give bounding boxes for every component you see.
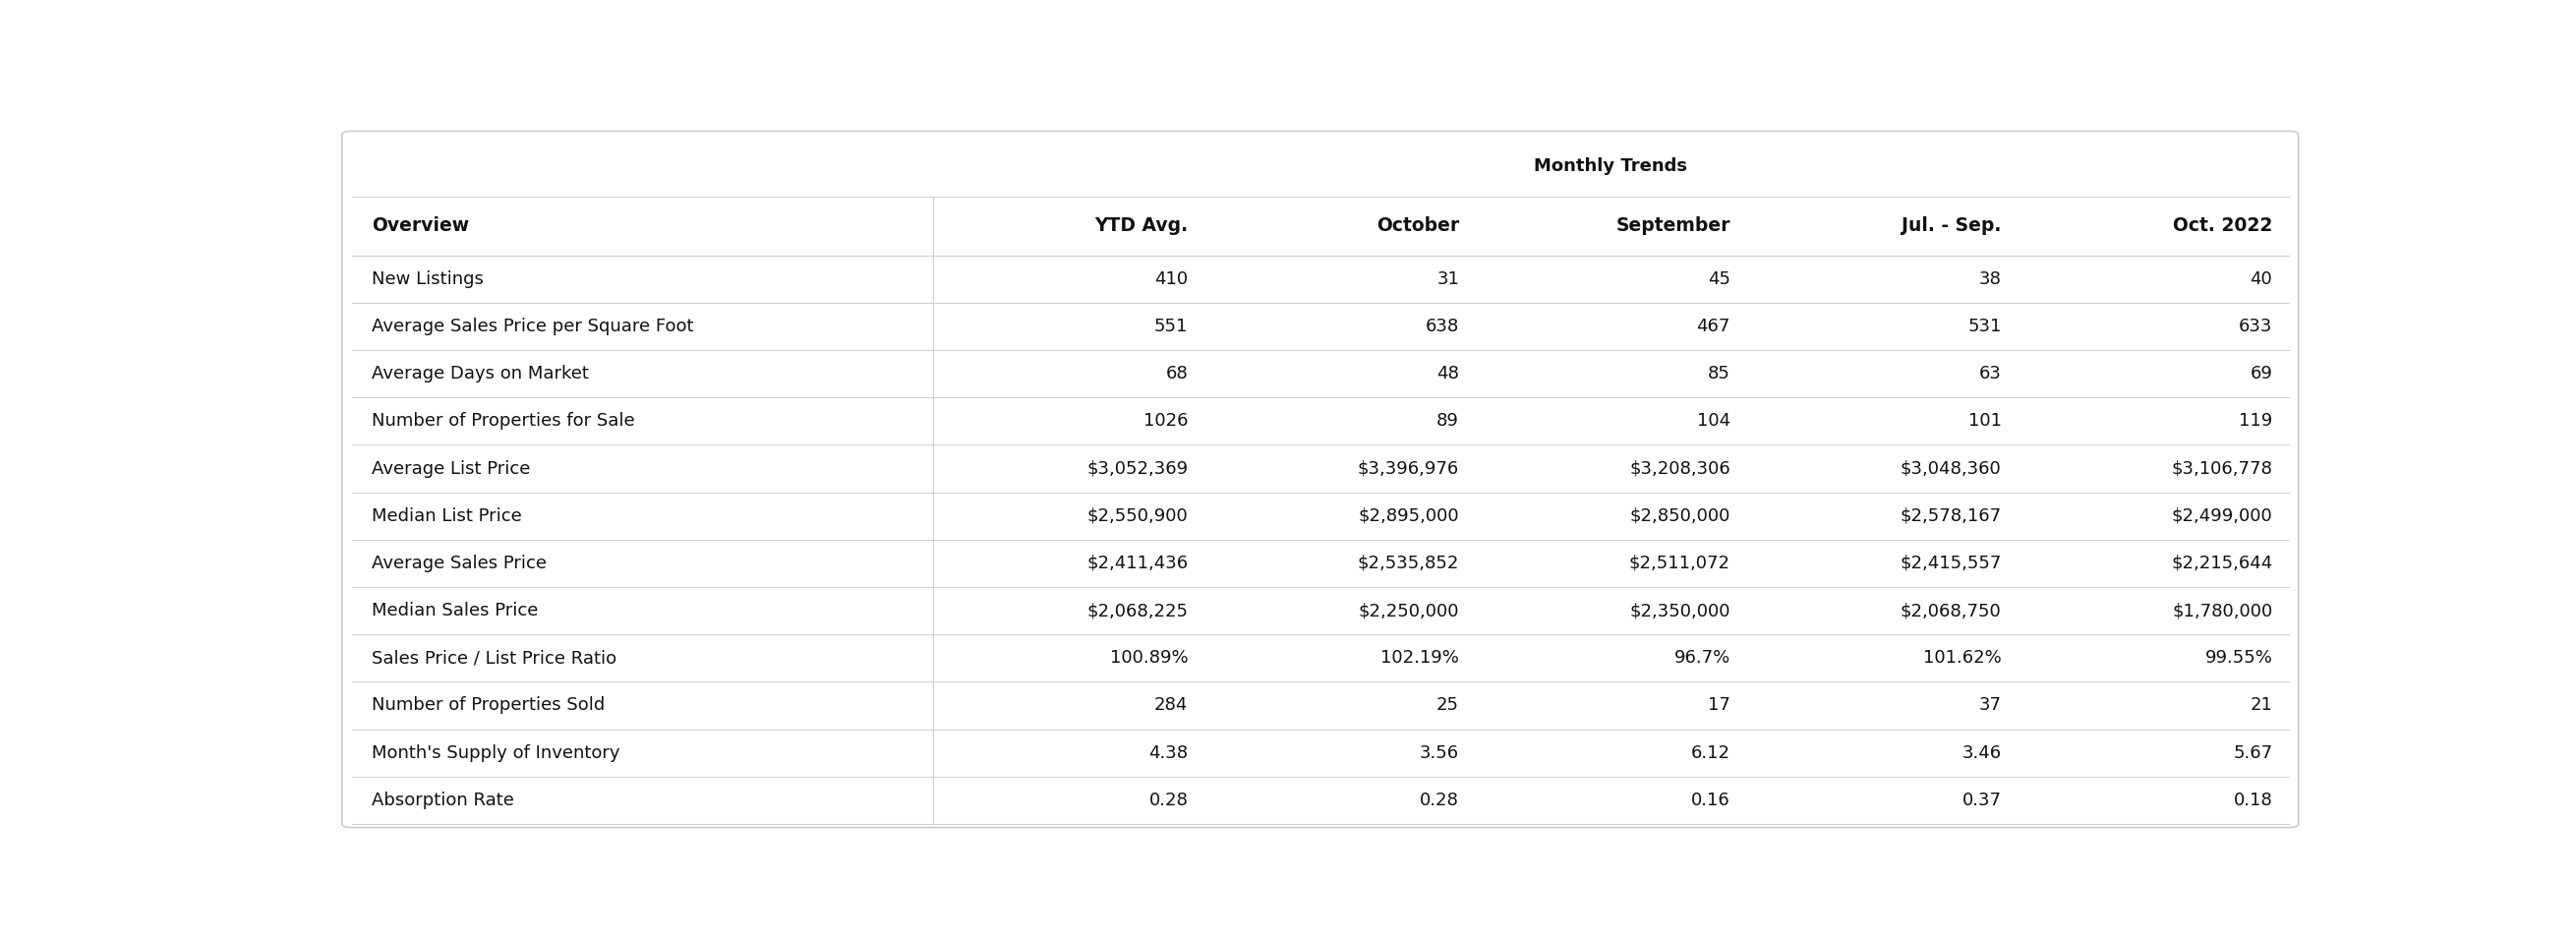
Text: 4.38: 4.38 [1149,744,1188,762]
FancyBboxPatch shape [353,445,2287,493]
Text: 45: 45 [1708,270,1731,288]
Text: $3,048,360: $3,048,360 [1901,460,2002,478]
Text: 101.62%: 101.62% [1922,649,2002,667]
Text: 3.46: 3.46 [1963,744,2002,762]
FancyBboxPatch shape [343,131,2298,827]
Text: 410: 410 [1154,270,1188,288]
Text: 284: 284 [1154,696,1188,714]
FancyBboxPatch shape [353,540,2287,587]
Text: 6.12: 6.12 [1690,744,1731,762]
Text: Oct. 2022: Oct. 2022 [2172,217,2272,236]
Text: 551: 551 [1154,317,1188,335]
Text: Average List Price: Average List Price [371,460,531,478]
Text: Median Sales Price: Median Sales Price [371,602,538,620]
Text: YTD Avg.: YTD Avg. [1095,217,1188,236]
Text: $2,535,852: $2,535,852 [1358,555,1458,572]
Text: $2,415,557: $2,415,557 [1899,555,2002,572]
Text: $2,499,000: $2,499,000 [2172,507,2272,525]
Text: 0.16: 0.16 [1692,791,1731,809]
Text: 1026: 1026 [1144,413,1188,430]
Text: $2,578,167: $2,578,167 [1901,507,2002,525]
Text: 5.67: 5.67 [2233,744,2272,762]
Text: New Listings: New Listings [371,270,484,288]
Text: $3,208,306: $3,208,306 [1628,460,1731,478]
Text: 63: 63 [1978,365,2002,382]
Text: $2,068,225: $2,068,225 [1087,602,1188,620]
Text: $3,106,778: $3,106,778 [2172,460,2272,478]
Text: Number of Properties Sold: Number of Properties Sold [371,696,605,714]
Text: 68: 68 [1167,365,1188,382]
FancyBboxPatch shape [353,634,2287,682]
Text: $3,396,976: $3,396,976 [1358,460,1458,478]
Text: 89: 89 [1437,413,1458,430]
FancyBboxPatch shape [353,682,2287,729]
Text: 104: 104 [1698,413,1731,430]
Text: Sales Price / List Price Ratio: Sales Price / List Price Ratio [371,649,616,667]
Text: Month's Supply of Inventory: Month's Supply of Inventory [371,744,621,762]
Text: 0.28: 0.28 [1419,791,1458,809]
Text: 0.28: 0.28 [1149,791,1188,809]
Text: Median List Price: Median List Price [371,507,523,525]
Text: 48: 48 [1437,365,1458,382]
Text: $2,550,900: $2,550,900 [1087,507,1188,525]
Text: $2,250,000: $2,250,000 [1358,602,1458,620]
Text: 21: 21 [2249,696,2272,714]
Text: 99.55%: 99.55% [2205,649,2272,667]
FancyBboxPatch shape [353,350,2287,398]
Text: Absorption Rate: Absorption Rate [371,791,515,809]
Text: 119: 119 [2239,413,2272,430]
Text: 638: 638 [1425,317,1458,335]
FancyBboxPatch shape [353,776,2287,824]
Text: Average Sales Price: Average Sales Price [371,555,546,572]
Text: Monthly Trends: Monthly Trends [1533,157,1687,174]
FancyBboxPatch shape [353,587,2287,634]
Text: 85: 85 [1708,365,1731,382]
Text: $2,215,644: $2,215,644 [2172,555,2272,572]
Text: 17: 17 [1708,696,1731,714]
Text: $3,052,369: $3,052,369 [1087,460,1188,478]
Text: $2,350,000: $2,350,000 [1631,602,1731,620]
Text: $2,895,000: $2,895,000 [1358,507,1458,525]
Text: 40: 40 [2249,270,2272,288]
Text: Overview: Overview [371,217,469,236]
Text: 38: 38 [1978,270,2002,288]
Text: $2,511,072: $2,511,072 [1628,555,1731,572]
Text: $2,411,436: $2,411,436 [1087,555,1188,572]
Text: 3.56: 3.56 [1419,744,1458,762]
Text: 101: 101 [1968,413,2002,430]
FancyBboxPatch shape [353,398,2287,445]
Text: 467: 467 [1698,317,1731,335]
Text: $1,780,000: $1,780,000 [2172,602,2272,620]
FancyBboxPatch shape [353,729,2287,776]
Text: Average Sales Price per Square Foot: Average Sales Price per Square Foot [371,317,693,335]
FancyBboxPatch shape [353,493,2287,540]
Text: $2,850,000: $2,850,000 [1631,507,1731,525]
Text: 100.89%: 100.89% [1110,649,1188,667]
Text: 0.18: 0.18 [2233,791,2272,809]
Text: 531: 531 [1968,317,2002,335]
Text: 633: 633 [2239,317,2272,335]
Text: October: October [1376,217,1458,236]
FancyBboxPatch shape [353,255,2287,302]
Text: 25: 25 [1437,696,1458,714]
Text: September: September [1615,217,1731,236]
Text: 102.19%: 102.19% [1381,649,1458,667]
Text: Jul. - Sep.: Jul. - Sep. [1901,217,2002,236]
FancyBboxPatch shape [353,302,2287,350]
Text: 31: 31 [1437,270,1458,288]
Text: Number of Properties for Sale: Number of Properties for Sale [371,413,636,430]
Text: 96.7%: 96.7% [1674,649,1731,667]
Text: 37: 37 [1978,696,2002,714]
Text: Average Days on Market: Average Days on Market [371,365,590,382]
Text: $2,068,750: $2,068,750 [1901,602,2002,620]
Text: 69: 69 [2249,365,2272,382]
Text: 0.37: 0.37 [1963,791,2002,809]
